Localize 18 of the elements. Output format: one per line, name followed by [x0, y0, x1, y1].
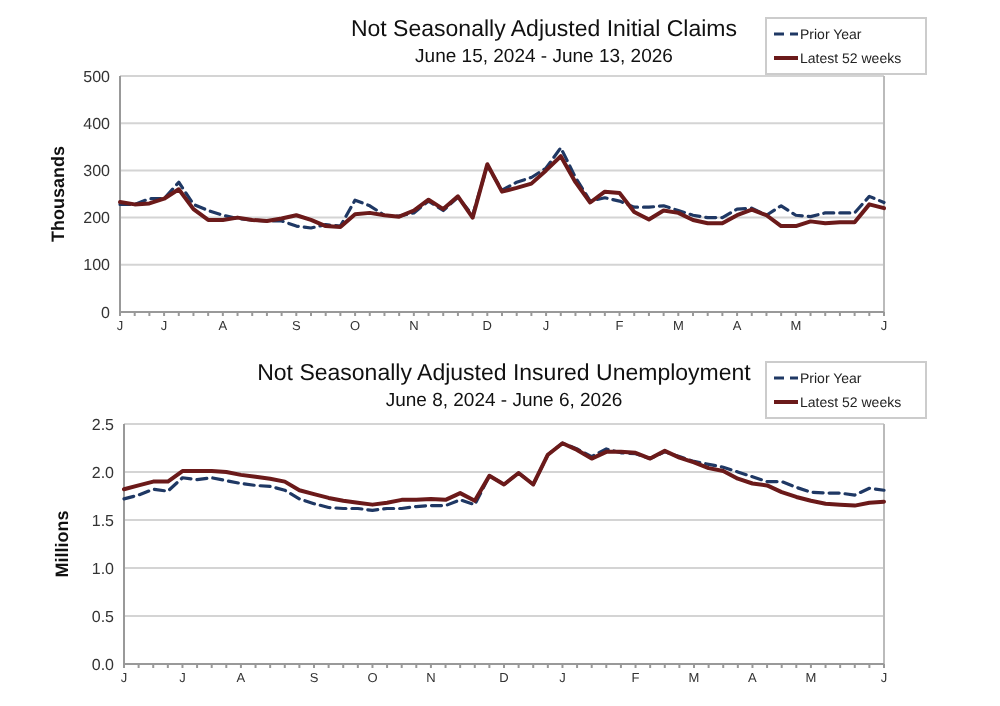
y-axis-title: Thousands	[48, 145, 68, 243]
chart-subtitle: June 8, 2024 - June 6, 2026	[385, 390, 623, 412]
y-tick-label: 0	[101, 303, 112, 322]
y-tick-label: 300	[83, 162, 112, 180]
y-tick-label: 0.5	[91, 607, 116, 626]
chart-title: Not Seasonally Adjusted Initial Claims	[350, 18, 738, 42]
chart-subtitle: June 15, 2024 - June 13, 2026	[415, 46, 673, 68]
y-tick-label: 500	[83, 67, 112, 86]
y-tick-label: 1.5	[91, 511, 116, 530]
y-tick-label: 2.5	[91, 415, 116, 434]
y-tick-label: 200	[83, 209, 112, 228]
y-axis-title: Millions	[52, 510, 72, 578]
chart-title: Not Seasonally Adjusted Insured Unemployment	[257, 362, 753, 386]
y-tick-label: 0.0	[91, 655, 116, 674]
y-tick-label: 2.0	[91, 463, 116, 482]
y-tick-label: 1.0	[91, 559, 116, 578]
y-tick-label: 100	[83, 256, 112, 275]
y-tick-label: 400	[83, 114, 112, 133]
